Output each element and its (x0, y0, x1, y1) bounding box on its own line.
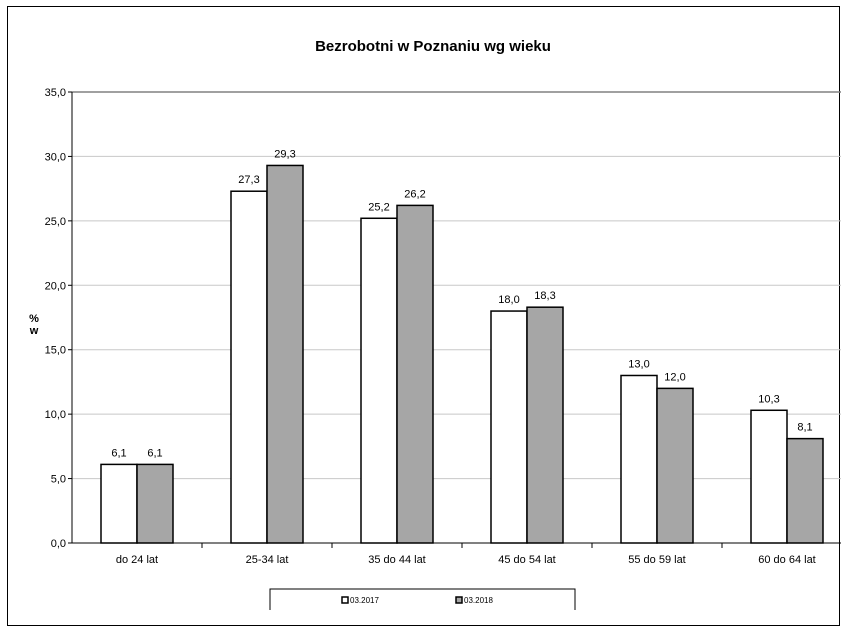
x-tick-label: 45 do 54 lat (498, 554, 556, 566)
y-tick-label: 35,0 (45, 87, 66, 99)
bar (750, 409, 788, 544)
y-axis-label-line-1: % (29, 313, 39, 325)
bar-chart: Bezrobotni w Poznaniu wg wieku % w 6,1 6,… (29, 38, 841, 610)
bar (396, 204, 434, 544)
y-axis-label-line-2: w (29, 325, 39, 337)
y-tick-label: 0,0 (51, 538, 66, 550)
bar (526, 306, 564, 544)
x-tick-label: 25-34 lat (246, 554, 289, 566)
data-label: 6,1 (111, 447, 126, 459)
data-label: 12,0 (664, 371, 685, 383)
bars: 6,1 6,1 27,3 29,3 25,2 26,2 18,0 18,3 13,0 12,0 10… (100, 148, 824, 544)
y-tick-label: 15,0 (45, 345, 66, 357)
bar (786, 437, 824, 544)
data-label: 25,2 (368, 201, 389, 213)
legend-swatch-03-2018 (455, 596, 463, 604)
data-label: 8,1 (797, 422, 812, 434)
y-tick-label: 10,0 (45, 409, 66, 421)
legend-label-03-2017: 03.2017 (350, 596, 379, 605)
legend-box (269, 588, 576, 610)
bar (136, 463, 174, 544)
bar (656, 387, 694, 544)
bar (620, 374, 658, 544)
data-label: 13,0 (628, 358, 649, 370)
y-tick-label: 5,0 (51, 474, 66, 486)
x-tick-label: 35 do 44 lat (368, 554, 426, 566)
data-label: 18,3 (534, 290, 555, 302)
legend-swatch-03-2017 (341, 596, 349, 604)
axes: 0,0 5,0 10,0 15,0 20,0 25,0 30,0 35,0 do 24 lat 2… (45, 87, 841, 566)
legend-label-03-2018: 03.2018 (464, 596, 493, 605)
data-label: 6,1 (147, 447, 162, 459)
legend: 03.2017 03.2018 (269, 588, 576, 610)
bar (100, 463, 138, 544)
data-label: 18,0 (498, 294, 519, 306)
bar (360, 217, 398, 544)
gridlines (72, 91, 841, 480)
bar (490, 310, 528, 544)
data-label: 27,3 (238, 174, 259, 186)
x-tick-label: 55 do 59 lat (628, 554, 686, 566)
y-tick-label: 30,0 (45, 151, 66, 163)
bar (266, 164, 304, 544)
bar (230, 190, 268, 544)
x-tick-label: do 24 lat (116, 554, 158, 566)
data-label: 26,2 (404, 188, 425, 200)
y-tick-label: 20,0 (45, 280, 66, 292)
data-label: 10,3 (758, 393, 779, 405)
chart-title: Bezrobotni w Poznaniu wg wieku (315, 38, 551, 55)
y-tick-label: 25,0 (45, 216, 66, 228)
data-label: 29,3 (274, 148, 295, 160)
x-tick-label: 60 do 64 lat (758, 554, 816, 566)
